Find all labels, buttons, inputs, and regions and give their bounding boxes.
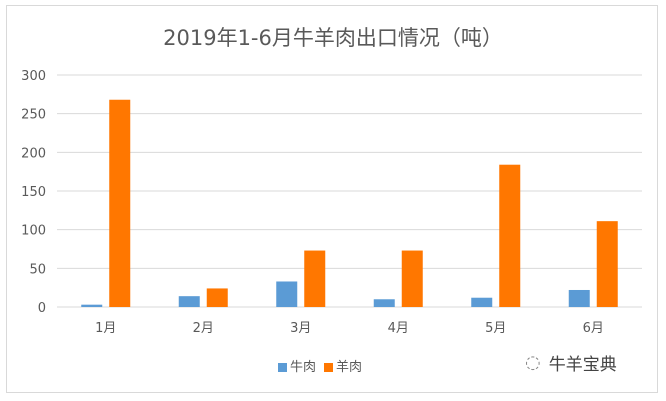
legend-label: 牛肉 bbox=[290, 360, 317, 375]
legend-item-beef: 牛肉 bbox=[278, 356, 316, 375]
y-tick-label: 100 bbox=[21, 224, 46, 239]
y-tick-label: 300 bbox=[21, 69, 46, 84]
watermark: ◌ 牛羊宝典 bbox=[525, 350, 617, 375]
bar-mutton bbox=[499, 164, 521, 307]
x-tick-label: 1月 bbox=[95, 321, 116, 336]
y-tick-label: 50 bbox=[29, 262, 46, 277]
legend-label: 羊肉 bbox=[336, 360, 363, 375]
bar-beef bbox=[471, 297, 493, 307]
bar-mutton bbox=[304, 250, 326, 307]
bar-mutton bbox=[206, 288, 228, 307]
x-tick-label: 6月 bbox=[583, 321, 604, 336]
legend-item-mutton: 羊肉 bbox=[324, 356, 362, 375]
bar-beef bbox=[81, 304, 103, 307]
legend-swatch bbox=[278, 363, 287, 372]
bar-beef bbox=[568, 289, 590, 307]
bar-beef bbox=[276, 281, 298, 307]
legend: 牛肉 羊肉 bbox=[278, 356, 362, 375]
bar-mutton bbox=[596, 221, 618, 307]
x-tick-label: 2月 bbox=[193, 321, 214, 336]
bar-mutton bbox=[109, 99, 131, 307]
y-tick-label: 0 bbox=[38, 301, 46, 316]
y-tick-label: 200 bbox=[21, 146, 46, 161]
chart-title: 2019年1-6月牛羊肉出口情况（吨） bbox=[163, 26, 503, 50]
watermark-text: 牛羊宝典 bbox=[548, 355, 617, 375]
wechat-icon: ◌ bbox=[525, 352, 541, 373]
x-tick-label: 5月 bbox=[485, 321, 506, 336]
y-tick-label: 150 bbox=[21, 185, 46, 200]
legend-swatch bbox=[324, 363, 334, 372]
x-tick-label: 3月 bbox=[290, 321, 311, 336]
bar-beef bbox=[373, 299, 395, 307]
y-tick-label: 250 bbox=[21, 108, 46, 123]
bar-mutton bbox=[401, 250, 423, 307]
bar-beef bbox=[178, 296, 200, 307]
x-tick-label: 4月 bbox=[388, 321, 409, 336]
